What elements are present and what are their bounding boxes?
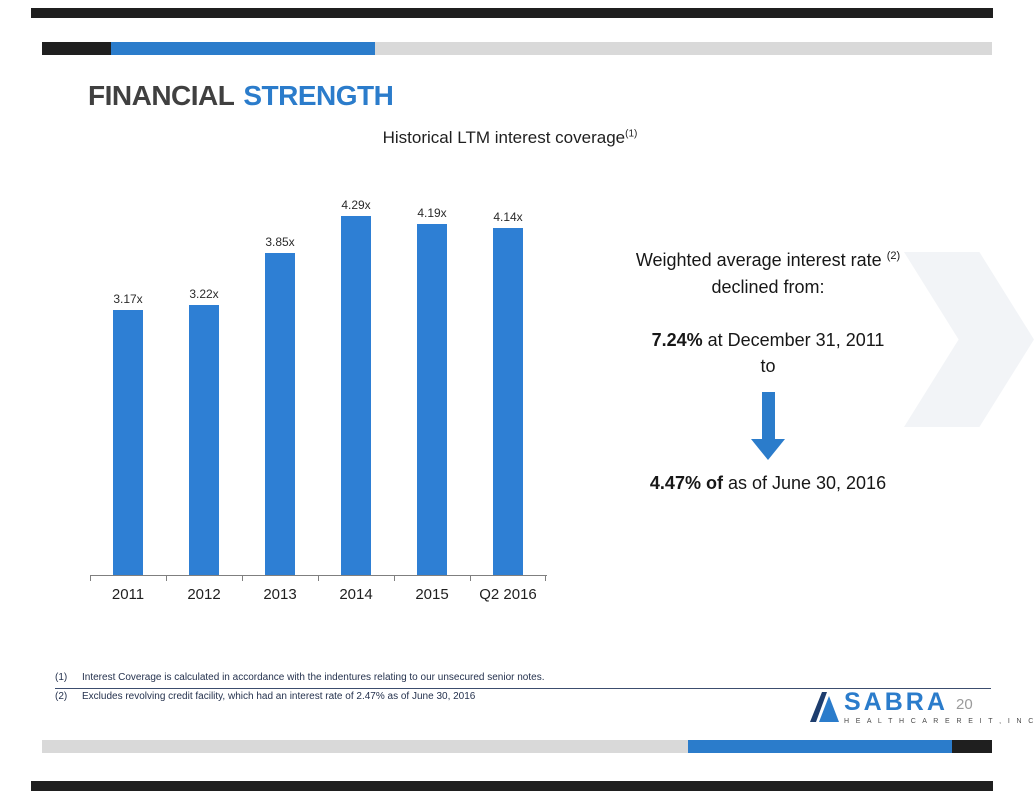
header-stripe (42, 42, 992, 55)
x-axis-label: 2013 (263, 586, 297, 603)
sabra-logo-mark-icon (810, 692, 839, 722)
x-axis-label: 2015 (415, 586, 449, 603)
page-title-accent: STRENGTH (243, 80, 394, 111)
callout-from-rate: 7.24% (651, 330, 703, 350)
footnotes: (1) Interest Coverage is calculated in ac… (55, 671, 991, 704)
callout-heading: Weighted average interest rate (2) decli… (598, 247, 938, 301)
bar-2014 (341, 216, 371, 575)
down-arrow-icon (598, 392, 938, 460)
footnote: (2) Excludes revolving credit facility, w… (55, 690, 991, 705)
bar-2015 (417, 224, 447, 575)
x-axis-label: 2012 (187, 586, 221, 603)
bar-group: 3.85x (242, 235, 318, 575)
axis-tick (545, 576, 546, 581)
bar-value-label: 4.19x (417, 206, 447, 220)
footer-stripe-gray-segment (42, 740, 688, 753)
x-axis-label: 2011 (111, 586, 145, 603)
interest-rate-callout: Weighted average interest rate (2) decli… (598, 247, 938, 494)
bottom-border-bar (31, 781, 993, 791)
down-arrow-shaft (761, 392, 775, 439)
callout-result-rate: 4.47% of (649, 473, 723, 493)
callout-heading-line2: declined from: (711, 277, 825, 297)
x-axis-label: 2014 (339, 586, 373, 603)
callout-footnote-ref: (2) (886, 250, 901, 262)
footnote-number: (2) (55, 690, 68, 702)
header-stripe-dark-segment (42, 42, 111, 55)
sabra-logo-subtitle: H E A L T H C A R E R E I T , I N C . (844, 718, 1034, 725)
x-axis-label: Q2 2016 (479, 586, 537, 603)
header-stripe-blue-segment (111, 42, 375, 55)
sabra-logo-name: SABRA (844, 688, 948, 716)
footer-stripe-blue-segment (688, 740, 952, 753)
axis-tick (318, 576, 319, 581)
sabra-logo: SABRA H E A L T H C A R E R E I T , I N … (810, 690, 1034, 725)
footnote-text: Excludes revolving credit facility, whic… (82, 690, 476, 702)
page-title-primary: FINANCIAL (88, 80, 235, 111)
footer-stripe (42, 740, 992, 753)
footer-stripe-dark-segment (952, 740, 992, 753)
bar-chart-plot: 3.17x 3.22x 3.85x 4.29x 4.19x 4.14x (90, 173, 546, 575)
bar-2012 (189, 305, 219, 575)
axis-tick (166, 576, 167, 581)
sabra-logo-text: SABRA H E A L T H C A R E R E I T , I N … (844, 688, 1034, 726)
chart-title: Historical LTM interest coverage(1) (320, 128, 700, 148)
bar-group: 4.14x (470, 210, 546, 575)
header-stripe-gray-segment (375, 42, 992, 55)
chart-title-text: Historical LTM interest coverage (382, 128, 626, 147)
callout-result-date: as of June 30, 2016 (722, 473, 887, 493)
bar-2013 (265, 253, 295, 575)
footnote-number: (1) (55, 672, 68, 683)
down-arrow-head (751, 439, 785, 460)
callout-result-line: 4.47% of as of June 30, 2016 (598, 473, 938, 494)
bar-group: 3.17x (90, 292, 166, 575)
bar-q2-2016 (493, 228, 523, 575)
page-number: 20 (956, 696, 973, 713)
bar-value-label: 4.29x (341, 198, 371, 212)
bar-2011 (113, 310, 143, 575)
callout-from-line: 7.24% at December 31, 2011 (598, 330, 938, 351)
axis-tick (90, 576, 91, 581)
chart-title-footnote-ref: (1) (625, 128, 638, 140)
footnote: (1) Interest Coverage is calculated in ac… (55, 671, 991, 689)
bar-value-label: 4.14x (493, 210, 523, 224)
bar-value-label: 3.22x (189, 287, 219, 301)
callout-from-date: at December 31, 2011 (702, 330, 885, 350)
callout-to-word: to (760, 356, 776, 376)
x-axis: 2011 2012 2013 2014 2015 Q2 2016 (90, 575, 547, 603)
bar-value-label: 3.85x (265, 235, 295, 249)
bar-group: 3.22x (166, 287, 242, 575)
bar-group: 4.19x (394, 206, 470, 575)
axis-tick (394, 576, 395, 581)
top-border-bar (31, 8, 993, 18)
bar-value-label: 3.17x (113, 292, 143, 306)
callout-heading-line1: Weighted average interest rate (635, 250, 887, 270)
axis-tick (470, 576, 471, 581)
bar-group: 4.29x (318, 198, 394, 575)
axis-tick (242, 576, 243, 581)
page-title: FINANCIAL STRENGTH (88, 80, 394, 112)
footnote-text: Interest Coverage is calculated in accor… (82, 672, 545, 683)
